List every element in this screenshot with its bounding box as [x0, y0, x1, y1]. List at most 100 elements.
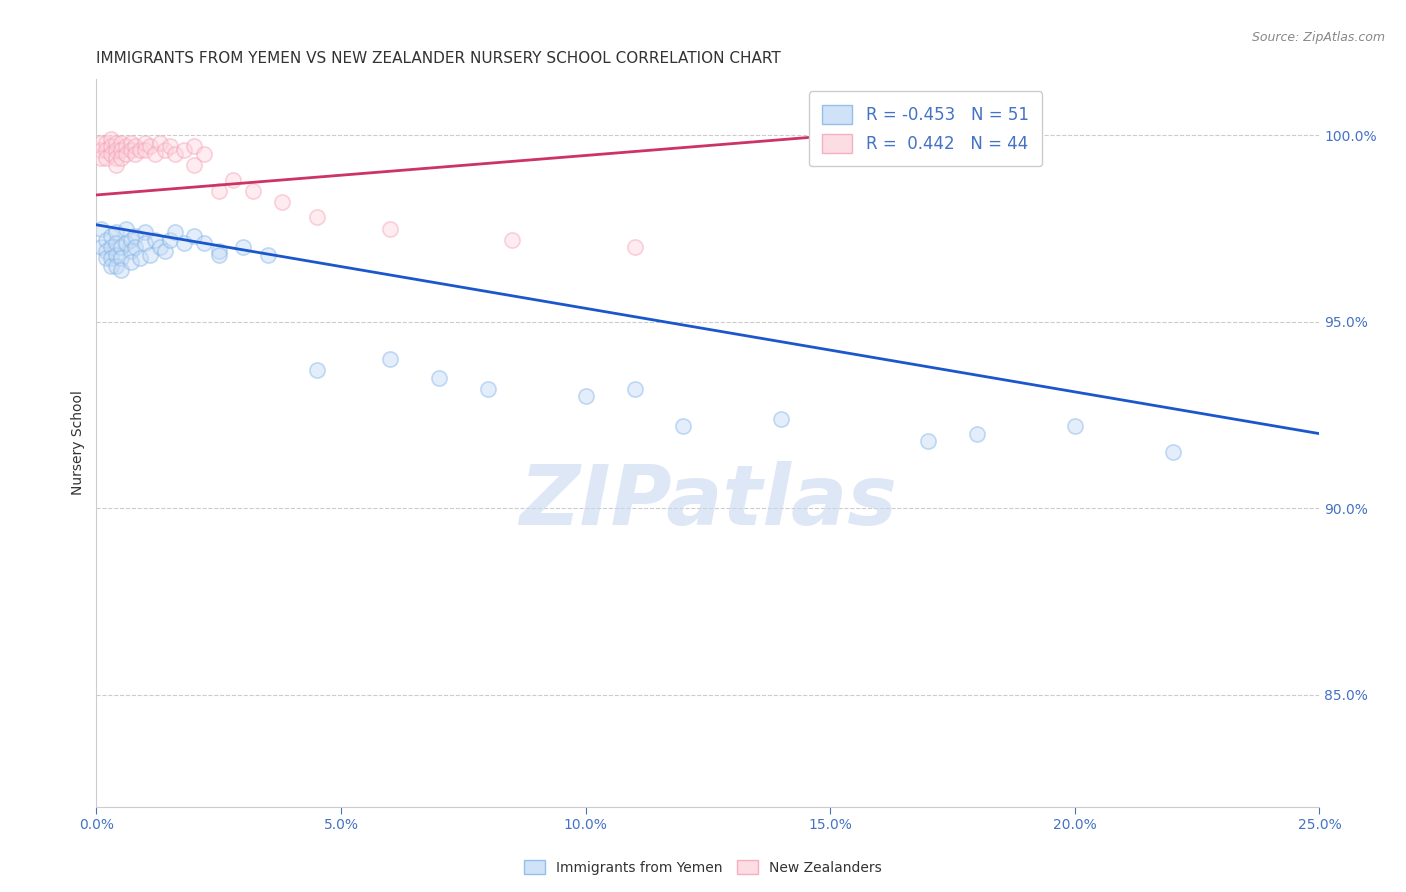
Point	[149, 240, 172, 254]
Text: IMMIGRANTS FROM YEMEN VS NEW ZEALANDER NURSERY SCHOOL CORRELATION CHART: IMMIGRANTS FROM YEMEN VS NEW ZEALANDER N…	[97, 51, 782, 66]
Point	[134, 143, 156, 157]
Point	[90, 240, 112, 254]
Legend: R = -0.453   N = 51, R =  0.442   N = 44: R = -0.453 N = 51, R = 0.442 N = 44	[808, 91, 1042, 167]
Point	[159, 233, 181, 247]
Point	[104, 136, 127, 150]
Point	[232, 240, 254, 254]
Point	[124, 240, 146, 254]
Point	[305, 211, 328, 225]
Point	[120, 143, 142, 157]
Point	[183, 158, 205, 172]
Point	[917, 434, 939, 449]
Point	[100, 240, 122, 254]
Point	[193, 147, 215, 161]
Point	[305, 363, 328, 377]
Point	[501, 233, 523, 247]
Point	[242, 184, 264, 198]
Point	[110, 151, 132, 165]
Point	[104, 151, 127, 165]
Point	[966, 426, 988, 441]
Point	[104, 236, 127, 251]
Point	[124, 139, 146, 153]
Point	[173, 236, 195, 251]
Point	[114, 139, 136, 153]
Point	[120, 255, 142, 269]
Point	[143, 147, 166, 161]
Text: ZIPatlas: ZIPatlas	[519, 460, 897, 541]
Point	[120, 233, 142, 247]
Point	[94, 233, 117, 247]
Point	[139, 139, 162, 153]
Point	[153, 244, 176, 258]
Point	[1161, 445, 1184, 459]
Point	[100, 252, 122, 266]
Point	[256, 247, 278, 261]
Point	[477, 382, 499, 396]
Point	[110, 136, 132, 150]
Point	[222, 173, 245, 187]
Point	[104, 247, 127, 261]
Point	[159, 139, 181, 153]
Point	[427, 370, 450, 384]
Point	[193, 236, 215, 251]
Point	[90, 136, 112, 150]
Point	[94, 244, 117, 258]
Point	[574, 389, 596, 403]
Point	[114, 147, 136, 161]
Point	[129, 252, 152, 266]
Point	[208, 184, 231, 198]
Point	[129, 143, 152, 157]
Point	[100, 259, 122, 273]
Point	[183, 139, 205, 153]
Point	[124, 229, 146, 244]
Point	[100, 139, 122, 153]
Point	[183, 229, 205, 244]
Point	[100, 132, 122, 146]
Point	[770, 411, 793, 425]
Point	[378, 352, 401, 367]
Point	[104, 143, 127, 157]
Point	[208, 244, 231, 258]
Point	[110, 240, 132, 254]
Point	[94, 252, 117, 266]
Point	[120, 136, 142, 150]
Point	[94, 136, 117, 150]
Point	[173, 143, 195, 157]
Point	[100, 147, 122, 161]
Point	[134, 225, 156, 239]
Point	[271, 195, 294, 210]
Point	[208, 247, 231, 261]
Point	[672, 419, 695, 434]
Point	[893, 136, 915, 150]
Point	[1063, 419, 1085, 434]
Point	[90, 151, 112, 165]
Legend: Immigrants from Yemen, New Zealanders: Immigrants from Yemen, New Zealanders	[519, 855, 887, 880]
Point	[110, 252, 132, 266]
Point	[120, 244, 142, 258]
Text: Source: ZipAtlas.com: Source: ZipAtlas.com	[1251, 31, 1385, 45]
Point	[623, 382, 645, 396]
Point	[94, 143, 117, 157]
Point	[153, 143, 176, 157]
Point	[378, 221, 401, 235]
Point	[114, 221, 136, 235]
Point	[90, 221, 112, 235]
Point	[104, 158, 127, 172]
Point	[110, 143, 132, 157]
Point	[139, 247, 162, 261]
Point	[90, 143, 112, 157]
Point	[623, 240, 645, 254]
Point	[114, 236, 136, 251]
Point	[94, 151, 117, 165]
Y-axis label: Nursery School: Nursery School	[72, 391, 86, 495]
Point	[149, 136, 172, 150]
Point	[134, 236, 156, 251]
Point	[104, 225, 127, 239]
Point	[110, 262, 132, 277]
Point	[100, 229, 122, 244]
Point	[104, 259, 127, 273]
Point	[134, 136, 156, 150]
Point	[163, 147, 186, 161]
Point	[143, 233, 166, 247]
Point	[163, 225, 186, 239]
